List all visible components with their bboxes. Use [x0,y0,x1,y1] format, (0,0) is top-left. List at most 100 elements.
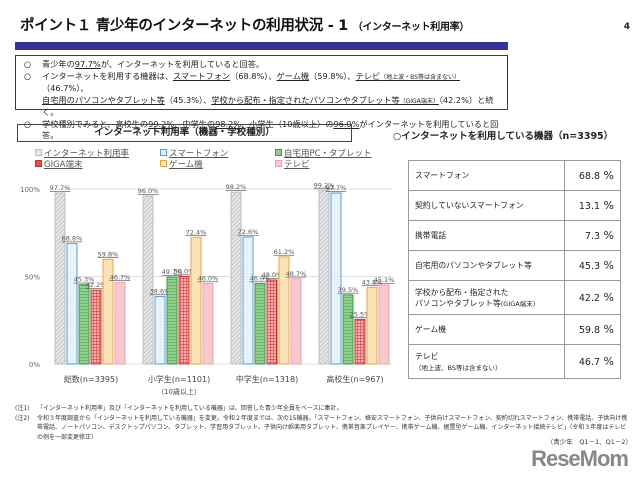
bar-value-label: 59.8% [98,250,119,258]
legend-label: インターネット利用率 [44,149,130,159]
legend-swatch [35,149,42,156]
device-label: テレビ （地上波、BS等は含まない） [408,344,565,379]
bar-value-label: 72.4% [186,228,207,236]
device-value: 45.3 % [564,250,621,281]
page-number: 4 [623,22,630,32]
device-table-title: ○インターネットを利用している機器（n=3395） [393,131,614,142]
summary-line: 自宅用のパソコンやタブレット等（45.3%）、学校から配布・指定されたパソコンや… [24,95,499,119]
device-label: 自宅用のパソコンやタブレット等 [408,250,565,281]
device-label: 契約していないスマートフォン [408,190,565,221]
bar-value-label: 38.6% [150,287,171,295]
legend-item: スマートフォン [160,147,228,159]
legend-label: テレビ [284,160,310,170]
bar-value-label: 39.5% [338,286,359,294]
bar-value-label: 50.0% [174,268,195,276]
summary-text: 自宅用のパソコンやタブレット等（45.3%）、学校から配布・指定されたパソコンや… [42,94,494,118]
bar [266,279,278,365]
bullet-icon [24,95,42,119]
page-title-main: ポイント１ 青少年のインターネットの利用状況 - 1 [20,18,348,34]
summary-text: インターネットを利用する機器は、スマートフォン（68.8%）、ゲーム機（59.8… [42,70,460,94]
footnote: (注1) 「インターネット利用率」及び「インターネットを利用している機器」は、回答… [15,405,343,412]
bar [330,192,342,365]
device-table-row: 携帯電話 7.3 % [408,220,621,251]
bar [190,236,202,365]
bar-value-label: 61.2% [274,248,295,256]
bar [318,189,330,365]
chart-title: インターネット利用率（機器・学校種別） [17,124,352,142]
x-tick-label: 高校生(n=967) [326,374,383,384]
bar [54,192,66,365]
legend-item: 自宅用PC・タブレット [275,147,372,159]
device-label: 学校から配布・指定された パソコンやタブレット等(GIGA端末) [408,280,565,315]
resemom-logo: ReseMom [531,446,629,471]
bar [90,289,102,365]
legend-swatch [160,149,167,156]
summary-box: ○ 青少年の97.7%が、インターネットを利用していると回答。 ○ インターネットを利… [15,55,508,140]
legend-item: テレビ [275,158,310,170]
bar-value-label: 49.7% [162,268,183,276]
legend-swatch [35,160,42,167]
bar [142,195,154,365]
summary-line: ○ 学校種別でみると、高校生の99.2%、中学生の98.2%、小学生（10歳以上）… [24,119,499,142]
page-title-sub: （インターネット利用率） [352,22,470,33]
bar-value-label: 72.6% [238,228,259,236]
bar-value-label: 97.7% [50,184,71,192]
device-table-row: ゲーム機 59.8 % [408,314,621,345]
device-table-row: 契約していないスマートフォン 13.1 % [408,190,621,221]
legend-swatch [160,160,167,167]
bar [278,256,290,365]
source-note: （青少年 Q1－1、Q1－2） [546,438,632,446]
bar-value-label: 97.7% [326,184,347,192]
device-table: スマートフォン 68.8 % 契約していないスマートフォン 13.1 % 携帯電話 7.3… [408,160,621,379]
device-table-row: スマートフォン 68.8 % [408,160,621,191]
bar [342,294,354,365]
device-value: 7.3 % [564,220,621,251]
bullet-icon: ○ [24,70,32,81]
y-tick-label: 100% [20,186,40,194]
bar [114,281,126,365]
device-value: 59.8 % [564,314,621,345]
legend-label: スマートフォン [169,149,229,159]
summary-text: 青少年の97.7%が、インターネットを利用していると回答。 [42,59,265,69]
bar [242,236,254,365]
summary-line: ○ 青少年の97.7%が、インターネットを利用していると回答。 [24,59,499,71]
bar [366,286,378,365]
bar-value-label: 96.0% [138,187,159,195]
legend-item: インターネット利用率 [35,147,129,159]
bar [178,276,190,365]
footnotes: (注1) 「インターネット利用率」及び「インターネットを利用している機器」は、回答… [15,404,630,442]
bullet-icon: ○ [24,59,32,69]
legend-item: ゲーム機 [160,158,203,170]
bar [166,276,178,365]
device-label: 携帯電話 [408,220,565,251]
device-value: 68.8 % [564,160,621,191]
device-label: スマートフォン [408,160,565,191]
bar [230,191,242,365]
device-table-row: 学校から配布・指定された パソコンやタブレット等(GIGA端末) 42.2 % [408,280,621,315]
bar-value-label: 48.7% [286,270,307,278]
bar-value-label: 42.2% [86,281,107,289]
bar [102,258,114,365]
bar [254,283,266,365]
bar [290,278,302,365]
bar-value-label: 99.2% [314,181,335,189]
device-value: 42.2 % [564,280,621,315]
y-tick-label: 0% [29,361,40,369]
x-tick-label: 総数(n=3395) [64,374,118,384]
legend-label: ゲーム機 [169,160,203,170]
device-value: 13.1 % [564,190,621,221]
legend-swatch [275,160,282,167]
bar [202,283,214,365]
bar-value-label: 25.5% [350,310,371,318]
x-tick-label: 小学生(n=1101) [148,374,210,384]
bar-value-label: 46.7% [110,273,131,281]
device-label: ゲーム機 [408,314,565,345]
device-value: 46.7 % [564,344,621,379]
bar-value-label: 68.8% [62,235,83,243]
legend-label: 自宅用PC・タブレット [284,149,372,159]
x-tick-label: 中学生(n=1318) [236,374,298,384]
x-tick-sublabel: （10歳以上） [157,387,201,396]
bar-value-label: 46.0% [250,275,271,283]
legend-label: GIGA端末 [44,160,83,170]
bar-value-label: 45.1% [374,276,395,284]
